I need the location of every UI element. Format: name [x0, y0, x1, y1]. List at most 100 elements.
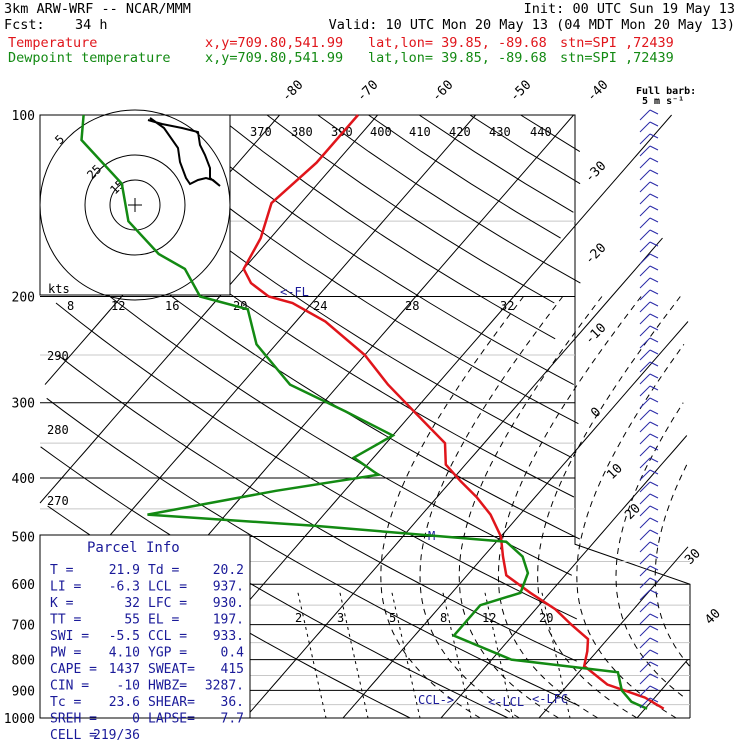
parcel-value: -6.3	[109, 580, 140, 595]
hodo-speed-label: 32	[500, 299, 514, 313]
wind-barb-flag	[649, 313, 659, 319]
wind-barb-flag	[649, 109, 659, 115]
hodo-kts-label: kts	[48, 282, 70, 296]
parcel-value: 197.	[213, 613, 244, 628]
wind-barb-flag	[649, 301, 659, 307]
parcel-value: 36.	[221, 695, 244, 710]
hodograph-trace	[147, 117, 221, 187]
wind-barb-shaft	[639, 589, 651, 601]
fcst-value: 34 h	[75, 17, 108, 33]
hodograph-box	[39, 114, 231, 296]
wind-barb-shaft	[639, 541, 651, 553]
dew-stn: stn=SPI ,72439	[560, 50, 674, 66]
wind-barb-shaft	[639, 301, 651, 313]
parcel-key: LFC =	[148, 596, 187, 611]
pressure-tick-label: 900	[12, 684, 35, 699]
wind-barb-shaft	[639, 289, 651, 301]
pressure-tick-label: 400	[12, 472, 35, 487]
wind-barb-shaft	[639, 433, 651, 445]
wind-barb-flag	[649, 445, 659, 451]
wind-barb-shaft	[639, 673, 651, 685]
wind-barb-shaft	[639, 469, 651, 481]
pressure-tick-label: 200	[12, 291, 35, 306]
parcel-value: 219/36	[93, 728, 140, 740]
parcel-value: 0.4	[221, 646, 245, 661]
parcel-key: LI =	[50, 580, 81, 595]
hodo-speed-label: 24	[313, 299, 327, 313]
pressure-tick-label: 100	[12, 109, 35, 124]
parcel-key: K =	[50, 596, 74, 611]
theta-label: 410	[409, 125, 431, 139]
parcel-value: 55	[124, 613, 140, 628]
wind-barb-flag	[649, 349, 659, 355]
dry-adiabat-line	[215, 114, 556, 340]
wind-barb-flag	[649, 121, 659, 127]
wind-barb-shaft	[639, 361, 651, 373]
temp-legend: Temperature	[8, 35, 98, 51]
wind-barb-flag	[649, 649, 659, 655]
barb-legend-title: Full barb:	[636, 86, 696, 97]
mixing-ratio-line	[339, 592, 369, 719]
dry-adiabat-line	[418, 114, 574, 213]
wind-barb-shaft	[639, 157, 651, 169]
dew-legend: Dewpoint temperature	[8, 50, 171, 66]
wind-barb-shaft	[639, 397, 651, 409]
parcel-value: 32	[124, 596, 140, 611]
wind-barb-shaft	[639, 373, 651, 385]
wind-barb-shaft	[639, 613, 651, 625]
wind-barb-shaft	[639, 661, 651, 673]
parcel-key: CIN =	[50, 679, 89, 694]
parcel-key: Tc =	[50, 695, 81, 710]
wind-barb-shaft	[639, 205, 651, 217]
wind-barb-shaft	[639, 277, 651, 289]
dry-adiabat-line	[368, 114, 561, 239]
pressure-tick-label: 700	[12, 619, 35, 634]
wind-barb-flag	[649, 157, 659, 163]
hodograph-ring	[84, 154, 186, 256]
wind-barb-flag	[649, 493, 659, 499]
temperature-profile	[242, 114, 665, 710]
dew-latlon: lat,lon= 39.85, -89.68	[368, 50, 547, 66]
mixing-ratio-label: 20	[539, 611, 553, 625]
isotherm-line	[636, 659, 689, 719]
isotherm-label-top: -70	[354, 78, 381, 105]
lcl-label: <-LCL	[488, 695, 524, 709]
wind-barb-flag	[649, 397, 659, 403]
wind-barb-shaft	[639, 505, 651, 517]
pressure-tick-label: 600	[12, 578, 35, 593]
wind-barb-flag	[649, 421, 659, 427]
wind-barb-shaft	[639, 109, 651, 121]
wind-barb-flag	[649, 289, 659, 295]
wind-barb-shaft	[639, 325, 651, 337]
dry-adiabat-line	[46, 397, 580, 707]
parcel-key: T =	[50, 563, 74, 578]
parcel-key: LAPSE=	[148, 712, 195, 727]
wind-barb-flag	[649, 673, 659, 679]
dry-adiabat-line	[57, 354, 577, 662]
wind-barb-flag	[649, 637, 659, 643]
wind-barb-flag	[649, 361, 659, 367]
wind-barb-shaft	[639, 217, 651, 229]
parcel-key: SWI =	[50, 629, 89, 644]
wind-barb-flag	[649, 601, 659, 607]
wind-barb-flag	[649, 241, 659, 247]
wind-barb-flag	[649, 457, 659, 463]
hodograph-ring	[39, 109, 231, 301]
dry-adiabat-line	[165, 114, 574, 386]
parcel-info-box	[39, 534, 251, 719]
isotherm-line	[244, 237, 663, 719]
wind-barb-flag	[649, 205, 659, 211]
parcel-value: 930.	[213, 596, 244, 611]
dry-adiabat-line	[317, 114, 581, 284]
hodo-speed-label: 16	[165, 299, 179, 313]
isotherm-label-right: 10	[604, 461, 626, 483]
wind-barb-flag	[649, 565, 659, 571]
dry-adiabat-line	[520, 114, 581, 153]
dry-adiabat-line	[65, 211, 581, 540]
theta-label: 380	[291, 125, 313, 139]
pressure-tick-label: 800	[12, 654, 35, 669]
mixing-ratio-line	[541, 592, 571, 719]
wind-barb-flag	[649, 625, 659, 631]
parcel-key: SREH =	[50, 712, 97, 727]
wind-barb-shaft	[639, 493, 651, 505]
